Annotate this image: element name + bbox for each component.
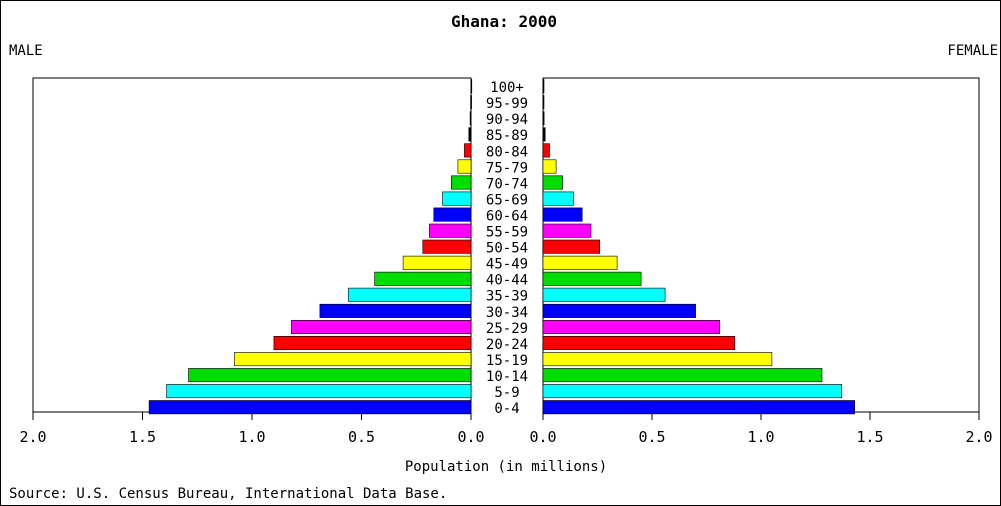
male-bar-55-59: [429, 223, 472, 238]
x-tick-label: 1.0: [238, 428, 265, 446]
age-group-label: 75-79: [486, 160, 528, 176]
female-label: FEMALE: [947, 43, 998, 59]
female-bar-40-44: [542, 271, 642, 286]
x-tick-label: 0.5: [348, 428, 375, 446]
female-bar-30-34: [542, 303, 696, 318]
age-group-label: 25-29: [486, 321, 528, 337]
male-bar-80-84: [464, 143, 472, 158]
age-group-label: 90-94: [486, 112, 528, 128]
age-group-label: 15-19: [486, 353, 528, 369]
age-group-label: 50-54: [486, 241, 528, 257]
age-group-label: 80-84: [486, 144, 528, 160]
age-group-label: 20-24: [486, 337, 528, 353]
x-tick-label: 1.5: [129, 428, 156, 446]
female-bar-70-74: [542, 175, 563, 190]
female-bar-75-79: [542, 159, 557, 174]
female-bar-10-14: [542, 368, 823, 383]
x-tick-label: 1.5: [856, 428, 883, 446]
female-bar-85-89: [542, 127, 546, 142]
x-tick-label: 0.0: [457, 428, 484, 446]
female-bar-80-84: [542, 143, 550, 158]
age-group-label: 0-4: [494, 401, 519, 417]
female-bar-0-4: [542, 400, 856, 415]
male-bar-20-24: [273, 335, 472, 350]
female-bar-35-39: [542, 287, 666, 302]
x-tick-label: 2.0: [965, 428, 992, 446]
male-bar-10-14: [188, 368, 472, 383]
age-group-label: 85-89: [486, 128, 528, 144]
male-bar-0-4: [148, 400, 472, 415]
x-axis-label: Population (in millions): [405, 459, 607, 475]
age-group-label: 40-44: [486, 273, 528, 289]
male-bar-95-99: [470, 95, 472, 110]
male-bar-25-29: [291, 319, 472, 334]
male-bar-60-64: [433, 207, 472, 222]
male-label: MALE: [9, 43, 43, 59]
female-bar-100+: [542, 79, 545, 94]
female-bar-5-9: [542, 384, 843, 399]
female-bar-45-49: [542, 255, 618, 270]
male-bar-90-94: [469, 111, 472, 126]
age-group-label: 55-59: [486, 225, 528, 241]
x-tick-label: 1.0: [747, 428, 774, 446]
female-bar-95-99: [542, 95, 545, 110]
female-bar-15-19: [542, 352, 773, 367]
female-bar-25-29: [542, 319, 720, 334]
age-group-label: 60-64: [486, 209, 528, 225]
age-group-label: 35-39: [486, 289, 528, 305]
female-bar-65-69: [542, 191, 574, 206]
male-bar-100+: [470, 79, 473, 94]
x-tick-label: 2.0: [19, 428, 46, 446]
female-bar-20-24: [542, 335, 736, 350]
x-tick-label: 0.0: [529, 428, 556, 446]
male-bar-40-44: [374, 271, 472, 286]
female-bar-90-94: [542, 111, 545, 126]
age-group-label: 95-99: [486, 96, 528, 112]
female-bar-50-54: [542, 239, 601, 254]
male-bar-85-89: [468, 127, 472, 142]
male-bar-75-79: [457, 159, 472, 174]
x-tick-label: 0.5: [638, 428, 665, 446]
source-note: Source: U.S. Census Bureau, Internationa…: [9, 486, 447, 502]
age-group-label: 70-74: [486, 176, 528, 192]
male-bar-70-74: [450, 175, 472, 190]
male-bar-15-19: [234, 352, 472, 367]
age-group-label: 30-34: [486, 305, 528, 321]
male-bar-45-49: [402, 255, 472, 270]
male-bar-35-39: [348, 287, 472, 302]
age-group-label: 10-14: [486, 369, 528, 385]
age-group-label: 65-69: [486, 192, 528, 208]
male-bar-5-9: [166, 384, 472, 399]
female-bar-55-59: [542, 223, 592, 238]
female-bar-60-64: [542, 207, 583, 222]
age-group-label: 5-9: [494, 385, 519, 401]
age-group-label: 45-49: [486, 257, 528, 273]
chart-title: Ghana: 2000: [451, 12, 557, 31]
male-bar-30-34: [319, 303, 472, 318]
age-group-label: 100+: [490, 80, 524, 96]
male-bar-65-69: [442, 191, 472, 206]
male-bar-50-54: [422, 239, 472, 254]
